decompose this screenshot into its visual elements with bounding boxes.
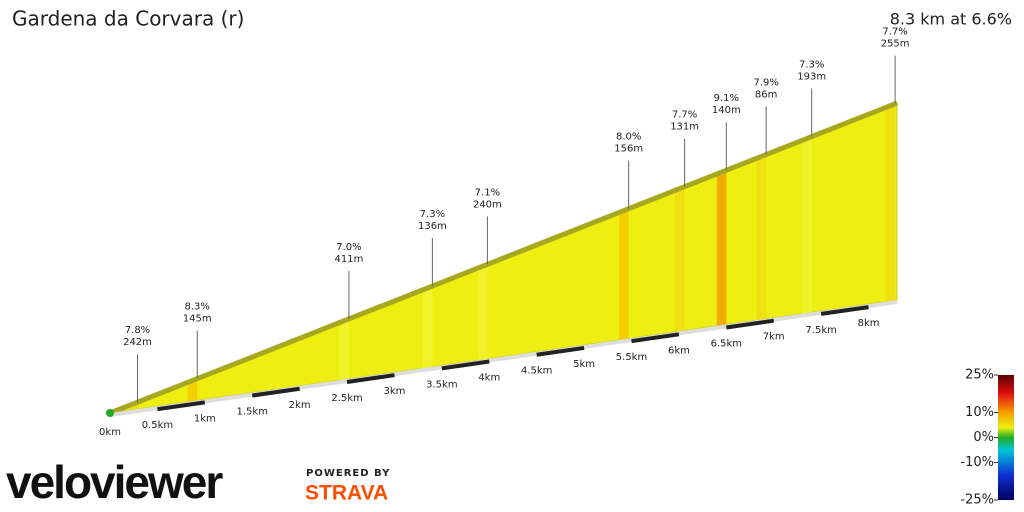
grade-strip xyxy=(716,170,727,326)
x-tick-label: 5km xyxy=(573,359,595,370)
annotation-grade: 7.1% xyxy=(475,187,500,198)
x-tick-label: 5.5km xyxy=(616,352,647,363)
subtitle: 8.3 km at 6.6% xyxy=(890,10,1012,29)
annotation-length: 136m xyxy=(418,221,447,232)
profile-ridge xyxy=(109,100,898,416)
x-tick-label: 1.5km xyxy=(237,407,268,418)
annotation-length: 193m xyxy=(797,72,826,83)
start xyxy=(106,409,114,417)
scale-label: 25% xyxy=(965,368,994,383)
x-tick-label: 4.5km xyxy=(521,366,552,377)
x-tick-label: 7.5km xyxy=(805,325,836,336)
grade-strip xyxy=(339,318,349,381)
grade-strip xyxy=(619,208,629,340)
scale-label: -25% xyxy=(960,493,994,508)
annotation-grade: 7.9% xyxy=(753,78,778,89)
grade-strip xyxy=(477,264,488,361)
distance-band xyxy=(631,332,680,344)
annotation-length: 140m xyxy=(712,105,741,116)
annotation-length: 131m xyxy=(670,122,699,133)
title: Gardena da Corvara (r) xyxy=(12,7,244,31)
annotation-grade: 8.3% xyxy=(185,302,210,313)
annotation-grade: 7.8% xyxy=(125,325,150,336)
x-tick-label: 6.5km xyxy=(711,339,742,350)
x-tick-label: 1km xyxy=(194,413,216,424)
annotation-length: 242m xyxy=(123,337,152,348)
strava: STRAVA xyxy=(305,482,388,505)
x-tick-label: 6km xyxy=(668,345,690,356)
x-tick-label: 0.5km xyxy=(142,420,173,431)
annotation-grade: 9.1% xyxy=(714,93,739,104)
grade-strip xyxy=(756,154,767,321)
annotation-length: 86m xyxy=(755,90,777,101)
scale-label: -10% xyxy=(960,455,994,470)
distance-band xyxy=(441,359,490,371)
x-tick-label: 2.5km xyxy=(331,393,362,404)
annotation-length: 145m xyxy=(183,314,212,325)
color-scale xyxy=(998,375,1014,500)
distance-band xyxy=(346,373,395,384)
annotation-grade: 8.0% xyxy=(616,132,641,143)
distance-band xyxy=(251,386,300,398)
x-tick-label: 3km xyxy=(384,386,406,397)
x-tick-label: 8km xyxy=(858,318,880,329)
x-tick-label: 3.5km xyxy=(426,379,457,390)
annotation-grade: 7.0% xyxy=(336,242,361,253)
annotation-length: 156m xyxy=(614,144,643,155)
grade-strip xyxy=(675,186,685,332)
annotation-grade: 7.7% xyxy=(882,27,907,38)
x-tick-label: 4km xyxy=(478,373,500,384)
annotation-grade: 7.3% xyxy=(420,209,445,220)
annotation-grade: 7.3% xyxy=(799,60,824,71)
powered-by: POWERED BY xyxy=(306,468,390,479)
grade-strip xyxy=(885,103,896,302)
scale-label: 0% xyxy=(973,430,994,445)
grade-strip xyxy=(802,136,812,314)
annotation-length: 255m xyxy=(881,39,910,50)
x-tick-label: 0km xyxy=(99,427,121,438)
distance-band xyxy=(820,305,869,316)
grade-strip xyxy=(187,378,198,402)
x-tick-label: 7km xyxy=(763,332,785,343)
distance-band xyxy=(157,400,206,412)
logo: veloviewer xyxy=(6,456,223,508)
distance-band xyxy=(726,318,775,330)
scale-label: 10% xyxy=(965,405,994,420)
annotation-length: 411m xyxy=(335,254,364,265)
annotation-grade: 7.7% xyxy=(672,110,697,121)
distance-band xyxy=(536,345,585,357)
annotation-length: 240m xyxy=(473,199,502,210)
grade-strip xyxy=(422,286,433,369)
x-tick-label: 2km xyxy=(289,400,311,411)
